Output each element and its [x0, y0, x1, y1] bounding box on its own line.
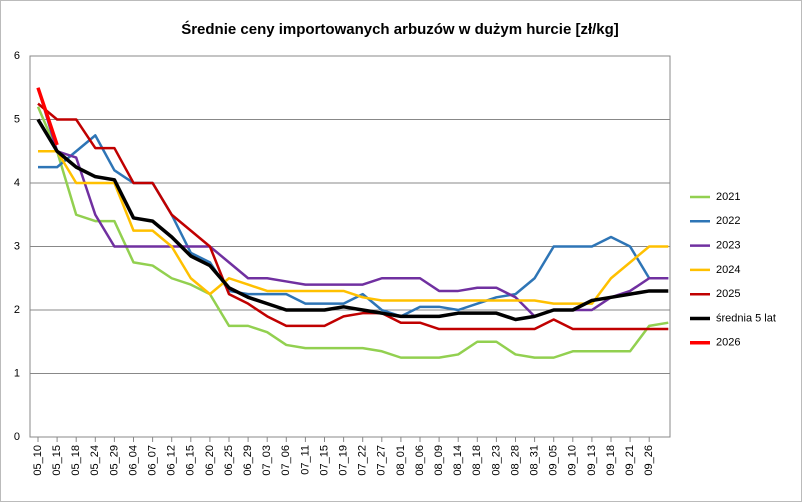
- x-tick-label: 09_18: [605, 445, 617, 476]
- legend-label: 2022: [716, 215, 740, 227]
- x-tick-label: 06_07: [147, 445, 159, 476]
- x-tick-label: 08_18: [471, 445, 483, 476]
- x-tick-label: 09_10: [567, 445, 579, 476]
- x-tick-label: 08_23: [490, 445, 502, 476]
- y-tick-label: 6: [14, 50, 20, 62]
- x-tick-label: 07_06: [280, 445, 292, 476]
- x-tick-label: 06_15: [185, 445, 197, 476]
- x-tick-label: 05_18: [70, 445, 82, 476]
- x-tick-label: 05_29: [108, 445, 120, 476]
- y-tick-label: 1: [14, 367, 20, 379]
- x-tick-label: 06_25: [223, 445, 235, 476]
- x-tick-label: 07_11: [299, 445, 311, 475]
- x-tick-label: 09_26: [643, 445, 655, 476]
- x-tick-label: 08_28: [509, 445, 521, 476]
- x-tick-label: 05_24: [89, 445, 101, 476]
- x-tick-label: 07_19: [338, 445, 350, 476]
- x-tick-label: 08_14: [452, 445, 464, 476]
- y-tick-label: 2: [14, 304, 20, 316]
- x-tick-label: 06_04: [127, 445, 139, 476]
- x-tick-label: 07_22: [357, 445, 369, 476]
- x-tick-label: 07_03: [261, 445, 273, 476]
- x-tick-label: 05_10: [32, 445, 44, 476]
- x-tick-label: 09_13: [586, 445, 598, 476]
- chart-title: Średnie ceny importowanych arbuzów w duż…: [181, 20, 619, 38]
- series-line: [38, 150, 669, 305]
- x-tick-label: 06_29: [242, 445, 254, 476]
- x-tick-label: 07_27: [376, 445, 388, 476]
- x-tick-label: 08_01: [395, 445, 407, 476]
- y-tick-label: 5: [14, 113, 20, 125]
- legend-label: średnia 5 lat: [716, 312, 776, 324]
- series-line: [36, 87, 59, 146]
- x-tick-label: 08_06: [414, 445, 426, 476]
- legend-label: 2026: [716, 337, 740, 349]
- x-tick-label: 09_05: [548, 445, 560, 476]
- y-tick-label: 0: [14, 431, 20, 443]
- legend-label: 2024: [716, 264, 740, 276]
- x-tick-label: 06_20: [204, 445, 216, 476]
- x-tick-label: 09_21: [624, 445, 636, 476]
- x-tick-label: 08_31: [529, 445, 541, 476]
- legend-label: 2025: [716, 288, 740, 300]
- series-line: [36, 106, 669, 359]
- x-tick-label: 08_09: [433, 445, 445, 476]
- legend-label: 2021: [716, 191, 740, 203]
- y-tick-label: 4: [14, 177, 20, 189]
- series-line: [37, 102, 669, 331]
- x-tick-label: 06_12: [166, 445, 178, 476]
- legend-label: 2023: [716, 240, 740, 252]
- x-tick-label: 05_15: [51, 445, 63, 476]
- x-tick-label: 07_15: [318, 445, 330, 476]
- y-tick-label: 3: [14, 240, 20, 252]
- series-line: [36, 118, 669, 322]
